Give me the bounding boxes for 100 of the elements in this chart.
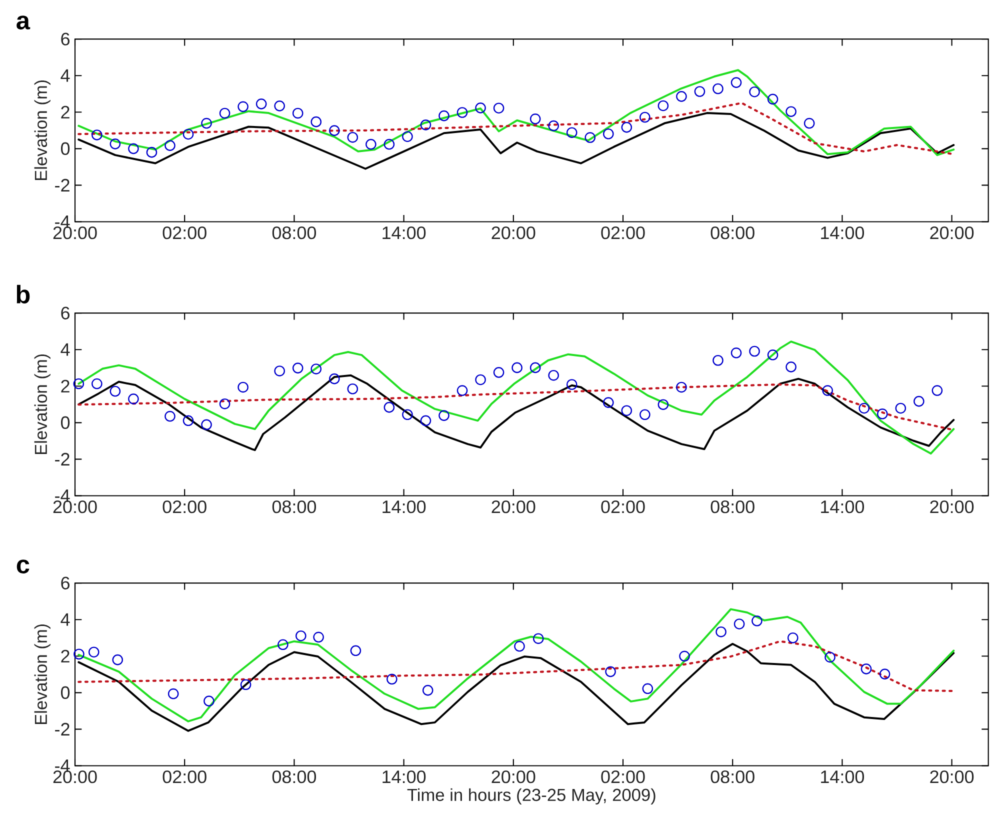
x-tick-label: 02:00 xyxy=(601,500,645,514)
point xyxy=(730,77,742,88)
point xyxy=(74,648,84,660)
point xyxy=(274,100,285,112)
point xyxy=(296,630,306,642)
point xyxy=(932,385,943,396)
x-tick-label: 20:00 xyxy=(492,770,536,784)
x-tick-label: 14:00 xyxy=(382,500,426,514)
point xyxy=(642,683,654,694)
point xyxy=(201,118,212,129)
x-tick-label: 08:00 xyxy=(710,500,754,514)
point xyxy=(767,94,778,105)
point xyxy=(895,402,906,414)
point xyxy=(420,120,432,130)
point xyxy=(804,118,815,129)
point xyxy=(92,378,102,390)
point xyxy=(712,354,724,366)
y-axis-title: Elevation (m) xyxy=(34,80,50,180)
point xyxy=(694,86,706,97)
point xyxy=(402,131,413,142)
y-tick-label: 6 xyxy=(61,306,70,320)
point xyxy=(164,140,176,151)
point xyxy=(402,409,413,420)
point xyxy=(532,633,544,644)
point xyxy=(658,399,669,410)
point xyxy=(475,374,486,386)
y-tick-label: 0 xyxy=(60,686,70,700)
point xyxy=(786,106,796,117)
point xyxy=(88,646,100,658)
point xyxy=(219,398,230,410)
point xyxy=(238,101,248,112)
point xyxy=(621,405,632,416)
point xyxy=(676,382,687,393)
point xyxy=(640,112,650,123)
point xyxy=(786,362,796,372)
point xyxy=(566,127,578,138)
point xyxy=(420,415,432,426)
point xyxy=(168,688,179,700)
x-tick-label: 20:00 xyxy=(492,226,536,240)
x-tick-label: 14:00 xyxy=(821,770,864,784)
point xyxy=(313,632,324,643)
point xyxy=(219,108,230,119)
point xyxy=(274,366,285,376)
point xyxy=(347,132,358,143)
y-tick-label: 2 xyxy=(61,106,70,118)
point xyxy=(716,626,726,638)
x-tick-label: 08:00 xyxy=(272,500,316,514)
point xyxy=(734,618,745,630)
y-tick-label: 2 xyxy=(61,380,70,392)
point xyxy=(164,410,176,422)
point xyxy=(512,362,522,374)
point xyxy=(310,116,322,128)
y-tick-label: -2 xyxy=(55,722,70,736)
x-tick-label: 20:00 xyxy=(53,226,97,240)
point xyxy=(128,143,139,154)
y-tick-label: -2 xyxy=(55,452,70,466)
point xyxy=(860,664,872,674)
point xyxy=(146,146,158,158)
x-tick-label: 02:00 xyxy=(162,770,206,784)
point xyxy=(92,130,102,140)
point xyxy=(640,409,650,420)
y-tick-label: 6 xyxy=(61,576,70,590)
x-tick-label: 02:00 xyxy=(162,500,206,514)
line-series xyxy=(78,608,955,722)
point xyxy=(182,128,194,140)
point xyxy=(566,379,578,390)
point xyxy=(530,113,541,124)
point xyxy=(438,410,450,421)
point xyxy=(292,108,304,119)
y-tick-label: -4 xyxy=(55,760,70,772)
point xyxy=(201,419,212,430)
point xyxy=(366,138,376,150)
point xyxy=(182,415,194,426)
y-tick-label: 6 xyxy=(61,32,70,46)
line-series xyxy=(78,642,955,732)
point xyxy=(658,100,669,112)
line-series xyxy=(78,112,955,170)
chart-title: a xyxy=(16,16,30,30)
point xyxy=(112,654,124,666)
x-tick-label: 14:00 xyxy=(821,226,864,240)
point xyxy=(347,383,358,394)
y-tick-label: 4 xyxy=(60,613,70,626)
chart-title: b xyxy=(16,284,30,304)
point xyxy=(73,378,84,390)
y-axis-title: Elevation (m) xyxy=(34,354,50,454)
x-tick-label: 14:00 xyxy=(382,226,426,240)
x-tick-label: 20:00 xyxy=(930,500,974,514)
point xyxy=(292,362,304,374)
point xyxy=(110,386,121,397)
point xyxy=(749,86,760,98)
point xyxy=(879,668,890,680)
point xyxy=(456,107,468,118)
point xyxy=(204,696,214,706)
point xyxy=(914,396,924,407)
point xyxy=(822,385,833,396)
point xyxy=(787,632,798,644)
point xyxy=(584,132,596,143)
x-tick-label: 02:00 xyxy=(601,226,645,240)
point xyxy=(530,362,541,374)
point xyxy=(386,674,398,685)
